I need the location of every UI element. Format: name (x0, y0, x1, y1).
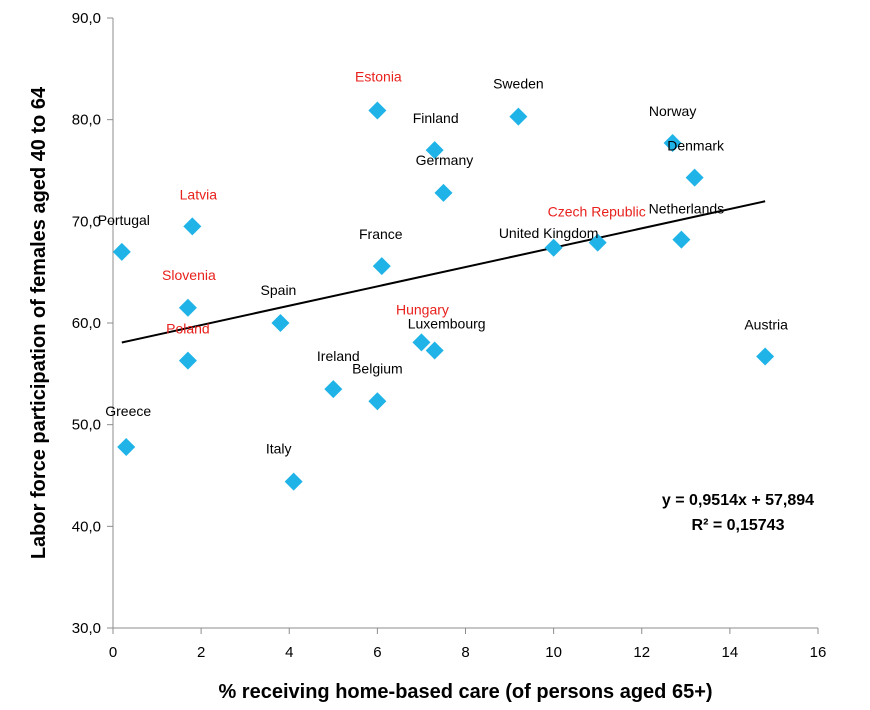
data-point-label: Denmark (667, 138, 725, 154)
data-point-marker (685, 168, 704, 187)
data-point-label: Finland (413, 110, 459, 126)
x-tick-label: 16 (810, 644, 827, 661)
trendline-equation: y = 0,9514x + 57,894 (662, 492, 814, 509)
data-point-marker (412, 333, 431, 352)
data-point-label: Sweden (493, 76, 544, 92)
y-tick-label: 80,0 (72, 112, 101, 129)
x-tick-label: 10 (545, 644, 562, 661)
trendline (121, 200, 766, 344)
data-point-marker (324, 380, 343, 399)
data-point-label: Germany (416, 152, 474, 168)
data-point-marker (112, 242, 131, 261)
x-ticks: 0 2 4 6 8 10 12 14 16 (109, 628, 827, 661)
data-point-marker (756, 347, 775, 366)
data-point-label: Czech Republic (548, 204, 646, 220)
y-tick-label: 50,0 (72, 417, 101, 434)
data-point-label: Latvia (180, 186, 218, 202)
data-point-label: Estonia (355, 69, 402, 85)
data-point-marker (425, 141, 444, 160)
data-point-label: Spain (261, 282, 297, 298)
data-point-marker (271, 314, 290, 332)
y-tick-label: 60,0 (72, 315, 101, 332)
x-tick-label: 2 (197, 644, 205, 661)
data-point-label: Luxembourg (408, 315, 486, 331)
point-labels: Portugal Greece Latvia Slovenia Poland Spain I… (98, 69, 788, 457)
data-point-marker (372, 257, 391, 276)
data-point-label: United Kingdom (499, 225, 599, 241)
y-tick-label: 90,0 (72, 10, 101, 27)
data-point-label: Austria (744, 317, 788, 333)
x-tick-label: 14 (722, 644, 739, 661)
y-tick-label: 70,0 (72, 213, 101, 230)
data-point-marker (425, 341, 444, 360)
x-tick-label: 12 (633, 644, 650, 661)
data-point-label: Hungary (396, 301, 449, 317)
data-point-marker (434, 183, 453, 202)
data-point-label: Portugal (98, 212, 150, 228)
data-point-label: Italy (266, 441, 292, 457)
y-tick-label: 40,0 (72, 518, 101, 535)
data-point-label: Ireland (317, 348, 360, 364)
data-point-marker (509, 107, 528, 126)
data-point-marker (117, 438, 136, 457)
data-point-marker (284, 472, 303, 491)
y-axis-title: Labor force participation of females age… (28, 86, 50, 559)
data-point-label: Netherlands (649, 201, 725, 217)
data-point-marker (588, 233, 607, 252)
data-point-label: Belgium (352, 360, 403, 376)
data-point-marker (672, 230, 691, 249)
data-point-marker (663, 134, 682, 153)
data-point-marker (368, 392, 387, 411)
x-tick-label: 0 (109, 644, 117, 661)
x-axis-title: % receiving home-based care (of persons … (218, 681, 712, 703)
trendline-r-squared: R² = 0,15743 (692, 517, 785, 534)
x-tick-label: 8 (461, 644, 469, 661)
y-tick-label: 30,0 (72, 620, 101, 637)
y-ticks: 30,0 40,0 50,0 60,0 70,0 80,0 90,0 (72, 10, 113, 637)
x-tick-label: 4 (285, 644, 293, 661)
data-point-marker (178, 351, 197, 370)
data-point-label: Poland (166, 321, 210, 337)
data-point-label: Greece (105, 403, 151, 419)
data-point-marker (368, 101, 387, 120)
data-point-label: Norway (649, 103, 696, 119)
data-point-label: France (359, 226, 403, 242)
data-point-marker (183, 217, 202, 236)
data-markers (112, 101, 775, 491)
data-point-label: Slovenia (162, 267, 216, 283)
data-point-marker (178, 298, 197, 317)
x-tick-label: 6 (373, 644, 381, 661)
data-point-marker (544, 238, 563, 257)
